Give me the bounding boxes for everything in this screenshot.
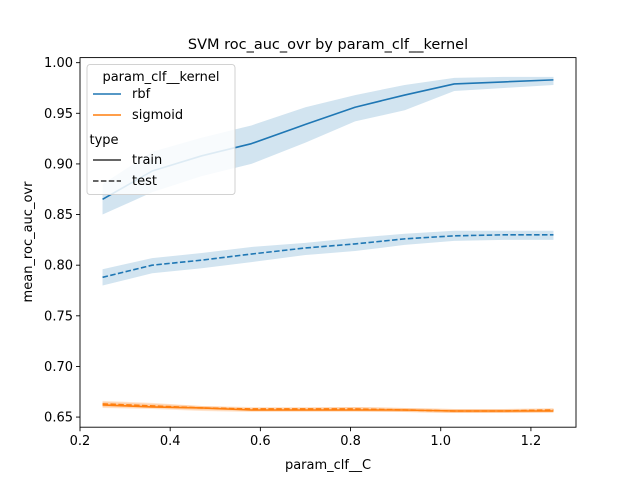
y-tick-label: 0.65 <box>44 411 73 426</box>
y-tick-label: 0.70 <box>44 360 73 375</box>
x-axis-label: param_clf__C <box>285 458 371 473</box>
y-tick-label: 0.75 <box>44 309 73 324</box>
y-tick-label: 1.00 <box>44 56 73 71</box>
legend-label-train: train <box>132 153 162 168</box>
x-axis: 0.2 0.4 0.6 0.8 1.0 1.2 <box>70 427 542 449</box>
legend-hue-title: param_clf__kernel <box>102 70 219 85</box>
line-sigmoid-test <box>102 403 554 412</box>
x-tick-label: 0.6 <box>250 434 271 449</box>
y-tick-label: 0.90 <box>44 157 73 172</box>
x-tick-label: 0.2 <box>70 434 91 449</box>
legend-label-rbf: rbf <box>132 87 151 102</box>
plot-frame <box>79 57 577 428</box>
y-tick-label: 0.80 <box>44 259 73 274</box>
legend-label-test: test <box>132 174 157 189</box>
y-axis: 0.65 0.70 0.75 0.80 0.85 0.90 0.95 1.00 <box>44 56 80 426</box>
x-tick-label: 1.0 <box>430 434 451 449</box>
y-axis-label: mean_roc_auc_ovr <box>21 181 36 303</box>
chart-title: SVM roc_auc_ovr by param_clf__kernel <box>188 37 468 53</box>
legend-label-sigmoid: sigmoid <box>132 108 183 123</box>
legend-box <box>86 64 236 196</box>
y-tick-label: 0.95 <box>44 107 73 122</box>
x-tick-label: 0.4 <box>160 434 181 449</box>
line-rbf-test <box>102 234 554 279</box>
x-tick-label: 0.8 <box>340 434 361 449</box>
x-tick-label: 1.2 <box>521 434 542 449</box>
band-rbf-test <box>102 230 554 286</box>
y-tick-label: 0.85 <box>44 208 73 223</box>
legend-style-title: type <box>89 133 118 148</box>
